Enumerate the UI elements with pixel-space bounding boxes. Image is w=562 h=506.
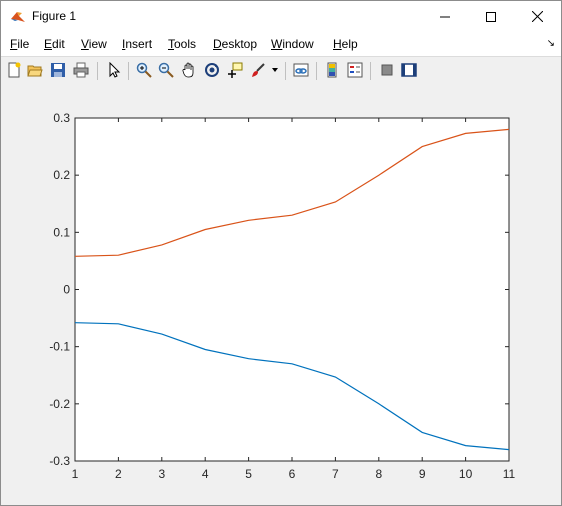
close-icon	[531, 11, 543, 22]
menu-view[interactable]: View	[81, 37, 107, 51]
save-icon	[51, 63, 65, 77]
rotate-3d-button[interactable]	[203, 61, 221, 79]
new-figure-button[interactable]	[5, 61, 23, 79]
series-line-2[interactable]	[74, 128, 510, 257]
zoom-in-icon	[136, 62, 152, 78]
x-tick-label: 10	[459, 467, 473, 481]
y-tick-label: 0.2	[53, 168, 70, 182]
x-tick-label: 5	[245, 467, 252, 481]
colorbar-button[interactable]	[323, 61, 341, 79]
x-tick-label: 11	[503, 467, 516, 481]
save-button[interactable]	[49, 61, 67, 79]
minimize-button[interactable]	[422, 1, 468, 32]
x-tick-label: 1	[72, 467, 79, 481]
brush-dropdown-button[interactable]	[270, 61, 280, 79]
zoom-in-button[interactable]	[135, 61, 153, 79]
open-file-button[interactable]	[26, 61, 44, 79]
x-axis: 1 2 3 4 5 6 7 8 9 10 11	[72, 118, 516, 481]
dock-arrow-icon[interactable]: ↘	[546, 38, 555, 49]
line-chart[interactable]: 0.3 0.2 0.1 0 -0.1 -0.2 -0.3 1 2 3 4 5 6 7 8 9 10 11	[1, 85, 561, 505]
minimize-icon	[440, 16, 450, 17]
y-tick-label: 0.1	[53, 225, 70, 239]
pointer-button[interactable]	[105, 61, 123, 79]
rotate-3d-icon	[205, 63, 219, 77]
link-plot-icon	[293, 63, 309, 77]
pan-icon	[182, 62, 194, 78]
x-tick-label: 8	[375, 467, 382, 481]
x-tick-label: 9	[419, 467, 426, 481]
brush-icon	[252, 63, 265, 77]
toolbar-separator	[285, 62, 286, 80]
hide-plot-tools-button[interactable]	[378, 61, 396, 79]
x-tick-label: 7	[332, 467, 339, 481]
menu-help[interactable]: Help	[333, 37, 358, 51]
new-figure-icon	[8, 62, 21, 78]
x-tick-label: 4	[202, 467, 209, 481]
menu-edit[interactable]: Edit	[44, 37, 65, 51]
toolbar-separator	[97, 62, 98, 80]
matlab-icon	[11, 12, 25, 22]
plot-lines	[74, 128, 510, 451]
brush-dropdown-icon	[272, 68, 278, 72]
axes-box	[74, 117, 510, 462]
menu-insert[interactable]: Insert	[122, 37, 153, 51]
y-tick-label: 0.3	[53, 111, 70, 125]
y-tick-label: 0	[63, 283, 70, 297]
menu-window[interactable]: Window	[271, 37, 314, 51]
close-button[interactable]	[514, 1, 560, 32]
menu-file[interactable]: File	[10, 37, 30, 51]
figure-canvas: 0.3 0.2 0.1 0 -0.1 -0.2 -0.3 1 2 3 4 5 6 7 8 9 10 11	[1, 85, 561, 505]
maximize-icon	[486, 11, 496, 22]
zoom-out-icon	[158, 62, 174, 78]
data-cursor-button[interactable]	[226, 61, 244, 79]
x-tick-label: 2	[115, 467, 122, 481]
legend-button[interactable]	[346, 61, 364, 79]
window-title: Figure 1	[32, 9, 77, 23]
show-plot-tools-button[interactable]	[400, 61, 418, 79]
print-button[interactable]	[72, 61, 90, 79]
toolbar-separator	[316, 62, 317, 80]
legend-icon	[347, 62, 363, 78]
x-tick-label: 3	[158, 467, 165, 481]
open-file-icon	[27, 65, 43, 77]
maximize-button[interactable]	[468, 1, 514, 32]
menu-tools[interactable]: Tools	[168, 37, 197, 51]
zoom-out-button[interactable]	[157, 61, 175, 79]
print-icon	[73, 62, 89, 78]
toolbar-separator	[370, 62, 371, 80]
menu-bar: File Edit View Insert Tools Desktop Wind…	[1, 32, 561, 56]
y-tick-label: -0.1	[49, 340, 70, 354]
y-tick-label: -0.3	[49, 454, 70, 468]
colorbar-icon	[327, 62, 337, 78]
brush-button[interactable]	[249, 61, 267, 79]
show-plot-tools-icon	[401, 63, 417, 77]
toolbar-separator	[128, 62, 129, 80]
pointer-icon	[109, 62, 121, 78]
data-cursor-icon	[228, 62, 243, 78]
pan-button[interactable]	[180, 61, 198, 79]
y-tick-label: -0.2	[49, 397, 70, 411]
title-bar[interactable]: Figure 1	[1, 1, 561, 32]
menu-desktop[interactable]: Desktop	[213, 37, 258, 51]
link-plot-button[interactable]	[292, 61, 310, 79]
figure-toolbar	[1, 56, 561, 86]
hide-plot-tools-icon	[381, 64, 393, 76]
x-tick-label: 6	[289, 467, 296, 481]
series-line-1[interactable]	[74, 322, 510, 451]
y-axis: 0.3 0.2 0.1 0 -0.1 -0.2 -0.3	[49, 111, 509, 468]
